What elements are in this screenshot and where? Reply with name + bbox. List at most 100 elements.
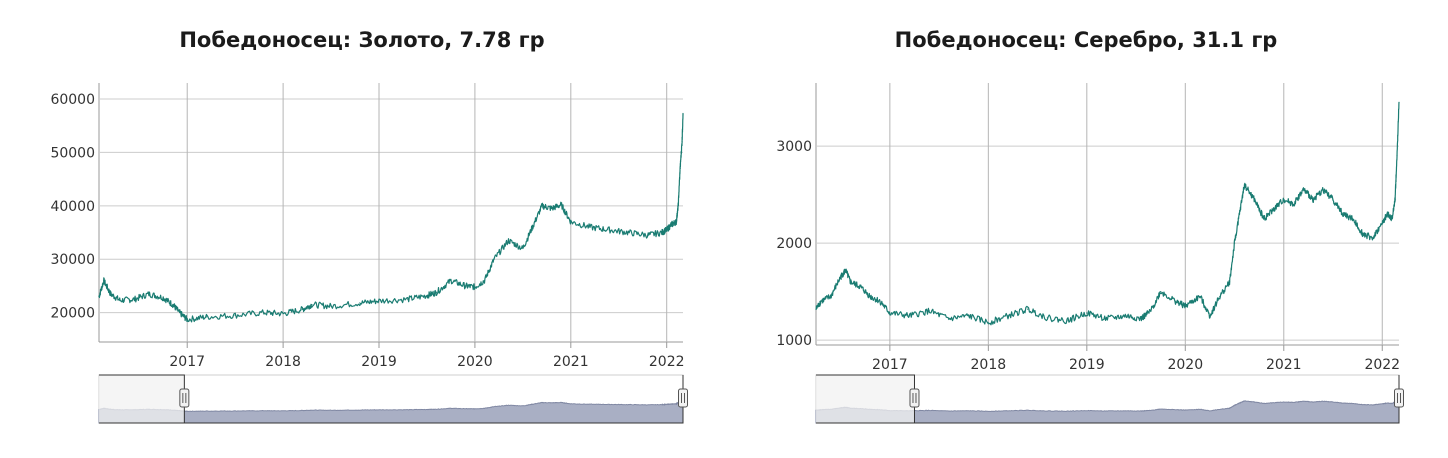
data-point (109, 293, 112, 295)
data-point (879, 300, 881, 302)
navigator-handle-right[interactable] (678, 388, 688, 408)
data-point (179, 312, 181, 314)
data-point (301, 308, 303, 310)
data-point (1007, 315, 1009, 317)
x-tick-label: 2019 (361, 354, 397, 370)
gold-chart-panel: Победоносец: Золото, 7.78 гр 20000 30000 4… (0, 0, 724, 458)
data-point (1209, 315, 1211, 317)
data-point (627, 231, 629, 234)
data-point (1150, 310, 1152, 312)
data-point (1184, 305, 1186, 307)
data-point (1046, 317, 1048, 319)
data-point (1160, 291, 1162, 293)
y-tick-label: 20000 (50, 306, 95, 322)
data-point (1371, 237, 1373, 239)
data-point (666, 229, 668, 231)
silver-chart-panel: Победоносец: Серебро, 31.1 гр 1000 2000 30… (724, 0, 1448, 458)
handle-grip[interactable] (909, 388, 920, 408)
data-point (1396, 155, 1398, 157)
data-point (359, 302, 361, 304)
data-point (1386, 213, 1388, 215)
x-tick-label: 2022 (649, 354, 685, 370)
data-point (1253, 198, 1255, 200)
data-point (330, 305, 332, 307)
silver-chart[interactable]: 1000 2000 3000 2017 2018 2019 2020 2021 2022 (724, 0, 1448, 458)
navigator-handle-left[interactable] (179, 388, 190, 408)
data-point (234, 314, 236, 316)
y-tick-label: 1000 (776, 333, 812, 349)
data-point (1398, 101, 1400, 103)
navigator-handle-right[interactable] (1394, 388, 1404, 408)
data-point (103, 280, 105, 282)
data-point (1238, 213, 1241, 215)
data-point (205, 316, 207, 318)
data-point (859, 286, 861, 288)
data-point (1391, 218, 1393, 220)
data-point (1381, 223, 1383, 225)
data-point (263, 312, 265, 314)
data-point (551, 207, 553, 210)
data-point (928, 310, 930, 312)
data-point (133, 298, 136, 300)
data-point (1233, 242, 1236, 244)
data-point (378, 300, 380, 302)
data-point (869, 295, 871, 298)
data-point (1174, 300, 1177, 302)
data-point (889, 312, 891, 314)
data-point (186, 319, 188, 321)
data-point (1283, 198, 1285, 200)
x-tick-label: 2018 (265, 354, 301, 370)
x-tick-label: 2022 (1364, 357, 1400, 373)
data-point (1394, 198, 1396, 200)
data-point (1273, 208, 1275, 210)
data-point (1312, 198, 1314, 200)
y-tick-label: 40000 (50, 199, 95, 215)
data-point (311, 304, 313, 306)
data-point (1199, 295, 1201, 298)
data-point (830, 295, 832, 298)
data-point (1243, 184, 1245, 186)
data-point (948, 318, 950, 320)
data-point (681, 141, 683, 143)
gold-chart[interactable]: 20000 30000 40000 50000 60000 2017 2018 2019 202… (0, 0, 724, 458)
data-point (426, 294, 428, 297)
data-point (560, 204, 562, 206)
data-point (1066, 320, 1068, 322)
data-point (1263, 218, 1265, 220)
handle-grip[interactable] (179, 388, 190, 408)
data-point (646, 234, 649, 236)
data-point (407, 298, 409, 300)
x-tick-label: 2020 (1167, 357, 1203, 373)
data-point (436, 291, 438, 293)
data-point (1362, 232, 1364, 234)
data-point (148, 293, 150, 295)
y-tick-label: 2000 (776, 236, 812, 252)
y-tick-label: 30000 (50, 252, 95, 268)
data-point (531, 226, 534, 228)
handle-grip[interactable] (678, 388, 688, 408)
chart-title: Победоносец: Золото, 7.78 гр (179, 28, 545, 52)
x-tick-label: 2020 (457, 354, 493, 370)
handle-grip[interactable] (1394, 388, 1404, 408)
x-tick-label: 2017 (872, 357, 908, 373)
data-point (968, 315, 970, 317)
data-point (1229, 281, 1231, 283)
data-point (675, 221, 677, 223)
data-point (909, 315, 911, 317)
x-tick-label: 2021 (1266, 357, 1302, 373)
data-point (589, 226, 591, 228)
data-point (541, 205, 543, 207)
data-point (844, 269, 847, 271)
data-point (1352, 218, 1354, 220)
navigator-unselected-mask (816, 375, 915, 423)
data-point (815, 308, 817, 310)
data-point (1219, 295, 1221, 298)
data-point (987, 322, 989, 324)
data-point (1086, 312, 1088, 314)
data-point (282, 313, 284, 315)
data-point (98, 296, 100, 298)
data-point (1332, 198, 1334, 200)
data-point (1140, 318, 1142, 320)
navigator-handle-left[interactable] (909, 388, 920, 408)
chart-title: Победоносец: Серебро, 31.1 гр (894, 28, 1278, 52)
